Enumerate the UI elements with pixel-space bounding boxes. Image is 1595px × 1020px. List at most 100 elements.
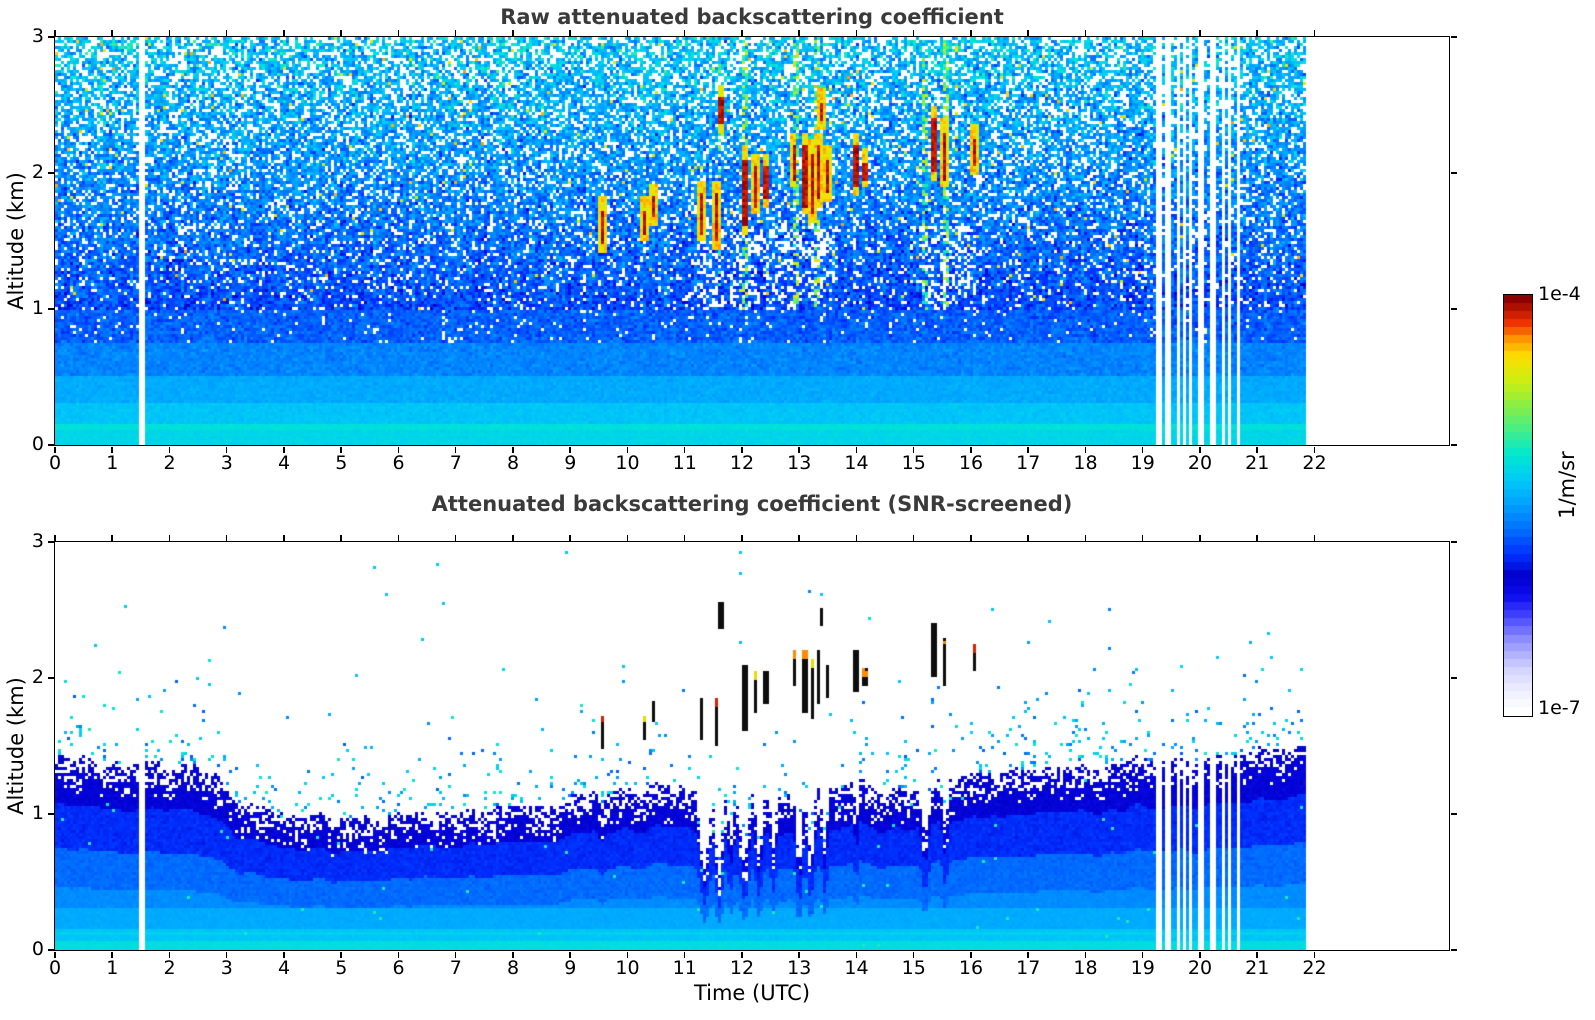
x-tick-mark bbox=[1199, 951, 1201, 958]
y-tick-mark bbox=[1450, 949, 1457, 951]
x-tick-mark bbox=[1027, 534, 1029, 541]
x-tick-label: 6 bbox=[392, 452, 405, 474]
x-tick-mark bbox=[798, 446, 800, 453]
y-tick-mark bbox=[47, 677, 54, 679]
x-tick-mark bbox=[397, 534, 400, 541]
x-tick-label: 20 bbox=[1187, 452, 1213, 474]
y-tick-mark bbox=[1450, 444, 1457, 446]
x-tick-mark bbox=[283, 29, 285, 36]
x-tick-mark bbox=[397, 29, 400, 36]
colorbar-max-label: 1e-4 bbox=[1538, 283, 1581, 305]
y-tick-mark bbox=[47, 172, 54, 174]
x-tick-mark bbox=[683, 534, 686, 541]
x-tick-label: 9 bbox=[564, 452, 577, 474]
x-tick-label: 0 bbox=[48, 957, 62, 979]
x-tick-label: 13 bbox=[787, 452, 812, 474]
x-tick-mark bbox=[798, 534, 800, 541]
x-tick-mark bbox=[683, 29, 686, 36]
x-tick-mark bbox=[741, 534, 743, 541]
x-tick-label: 8 bbox=[506, 452, 520, 474]
x-tick-mark bbox=[1027, 951, 1029, 958]
x-tick-mark bbox=[283, 534, 285, 541]
panel-raw-plot-area bbox=[53, 35, 1450, 446]
y-tick-mark bbox=[1450, 308, 1457, 310]
y-tick-mark bbox=[47, 813, 54, 815]
x-tick-mark bbox=[798, 951, 800, 958]
x-tick-mark bbox=[454, 534, 457, 541]
x-tick-mark bbox=[512, 951, 514, 958]
x-tick-mark bbox=[1199, 29, 1201, 36]
x-tick-label: 4 bbox=[277, 452, 291, 474]
x-tick-mark bbox=[111, 446, 113, 453]
colorbar bbox=[1502, 293, 1533, 717]
y-tick-label: 2 bbox=[31, 666, 44, 688]
y-tick-label: 2 bbox=[31, 161, 44, 183]
x-tick-mark bbox=[340, 29, 342, 36]
x-tick-mark bbox=[454, 951, 457, 958]
x-tick-mark bbox=[798, 29, 800, 36]
y-tick-label: 3 bbox=[31, 25, 44, 47]
x-axis-label: Time (UTC) bbox=[693, 981, 811, 1005]
x-tick-mark bbox=[340, 534, 342, 541]
x-tick-mark bbox=[569, 534, 571, 541]
y-tick-label: 1 bbox=[31, 802, 44, 824]
x-tick-label: 10 bbox=[615, 957, 640, 979]
x-tick-mark bbox=[970, 534, 972, 541]
x-tick-mark bbox=[512, 29, 514, 36]
x-tick-mark bbox=[683, 951, 686, 958]
x-tick-label: 17 bbox=[1016, 957, 1041, 979]
x-tick-mark bbox=[454, 446, 457, 453]
x-tick-mark bbox=[54, 29, 56, 36]
screened-backscatter-heatmap bbox=[54, 541, 1449, 950]
colorbar-gradient bbox=[1503, 294, 1532, 716]
panel-screened-plot-area bbox=[53, 540, 1450, 951]
x-tick-label: 22 bbox=[1302, 957, 1327, 979]
x-tick-mark bbox=[1256, 534, 1258, 541]
x-tick-mark bbox=[912, 534, 915, 541]
x-tick-label: 10 bbox=[615, 452, 640, 474]
colorbar-unit-label: 1/m/sr bbox=[1555, 451, 1579, 519]
x-tick-mark bbox=[111, 951, 113, 958]
x-tick-mark bbox=[626, 446, 629, 453]
x-tick-mark bbox=[225, 29, 228, 36]
panel-raw-title: Raw attenuated backscattering coefficien… bbox=[500, 5, 1004, 29]
colorbar-min-label: 1e-7 bbox=[1538, 697, 1581, 719]
x-tick-mark bbox=[1141, 951, 1144, 958]
x-tick-label: 18 bbox=[1073, 957, 1098, 979]
x-tick-label: 15 bbox=[901, 452, 926, 474]
x-tick-mark bbox=[512, 534, 514, 541]
x-tick-mark bbox=[1313, 951, 1316, 958]
x-tick-label: 3 bbox=[220, 957, 233, 979]
x-tick-mark bbox=[1027, 29, 1029, 36]
x-tick-mark bbox=[225, 446, 228, 453]
x-tick-mark bbox=[54, 534, 56, 541]
x-tick-label: 2 bbox=[163, 452, 176, 474]
x-tick-mark bbox=[912, 951, 915, 958]
x-tick-mark bbox=[512, 446, 514, 453]
raw-backscatter-heatmap bbox=[54, 36, 1449, 445]
x-tick-label: 2 bbox=[163, 957, 176, 979]
y-tick-mark bbox=[47, 308, 54, 310]
x-tick-label: 13 bbox=[787, 957, 812, 979]
x-tick-label: 20 bbox=[1187, 957, 1213, 979]
x-tick-mark bbox=[855, 29, 858, 36]
x-tick-label: 12 bbox=[729, 957, 755, 979]
x-tick-mark bbox=[1084, 951, 1087, 958]
x-tick-mark bbox=[970, 446, 972, 453]
x-tick-mark bbox=[1027, 446, 1029, 453]
x-tick-label: 7 bbox=[449, 957, 462, 979]
x-tick-mark bbox=[626, 29, 629, 36]
x-tick-mark bbox=[1084, 534, 1087, 541]
x-tick-mark bbox=[1313, 29, 1316, 36]
x-tick-mark bbox=[855, 446, 858, 453]
x-tick-mark bbox=[626, 951, 629, 958]
y-tick-label: 1 bbox=[31, 297, 44, 319]
x-tick-mark bbox=[1313, 446, 1316, 453]
x-tick-mark bbox=[111, 29, 113, 36]
y-tick-mark bbox=[1450, 813, 1457, 815]
x-tick-label: 22 bbox=[1302, 452, 1327, 474]
x-tick-label: 15 bbox=[901, 957, 926, 979]
x-tick-label: 7 bbox=[449, 452, 462, 474]
x-tick-mark bbox=[855, 951, 858, 958]
x-tick-label: 16 bbox=[958, 452, 984, 474]
